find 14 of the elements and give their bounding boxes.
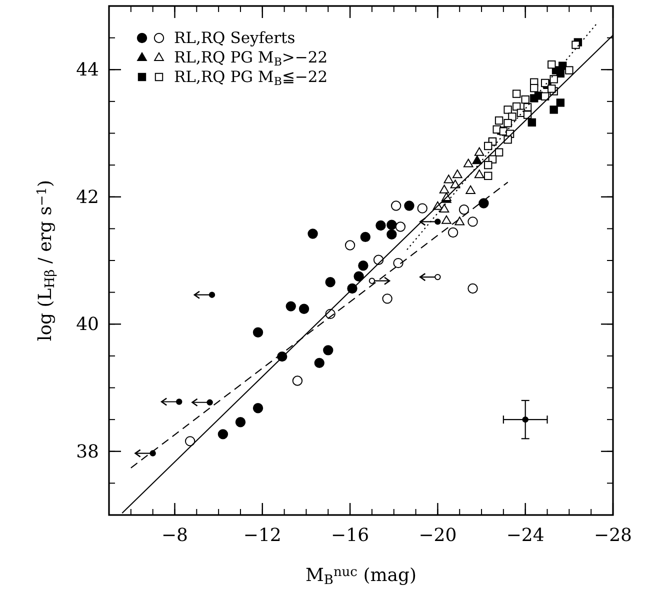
y-tick-label: 40 (76, 314, 99, 336)
legend-label: RL,RQ PG M$_{B}$≦−22 (174, 68, 328, 88)
y-tick-label: 44 (76, 60, 99, 81)
y-tick-label: 42 (76, 186, 99, 208)
x-tick-label: −16 (331, 525, 370, 546)
x-tick-label: −28 (594, 525, 632, 546)
x-tick-label: −20 (418, 525, 457, 546)
x-tick-label: −12 (243, 525, 282, 546)
x-tick-label: −8 (161, 525, 188, 546)
legend-label: RL,RQ PG M$_{B}$>−22 (174, 48, 328, 68)
legend-label: RL,RQ Seyferts (174, 29, 296, 47)
x-tick-label: −24 (506, 525, 544, 546)
y-tick-label: 38 (76, 441, 99, 462)
x-axis-title: M$_{B}$$^{nuc}$ (mag) (305, 564, 417, 588)
